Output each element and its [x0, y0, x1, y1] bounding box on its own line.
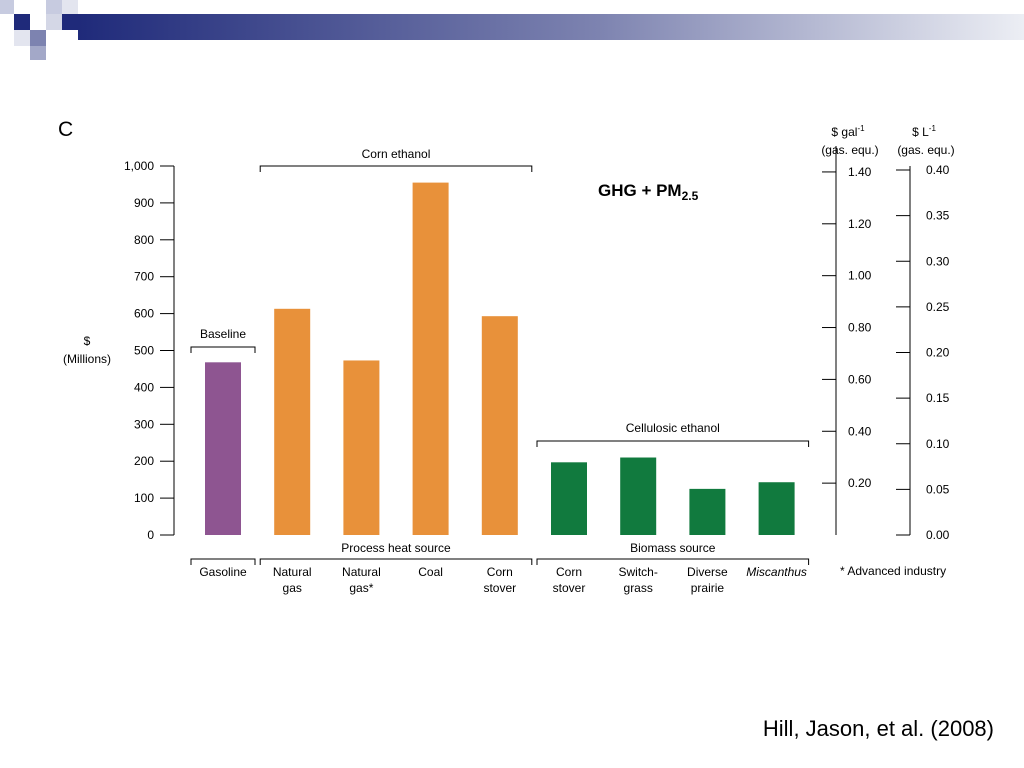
y-axis-unit: (Millions)	[63, 352, 111, 366]
y-tick-label: 300	[134, 417, 154, 431]
group-bracket-top	[536, 440, 810, 447]
right-axis-gal-tick-label: 1.00	[848, 269, 872, 283]
right-axis-gal-tick-label: 0.80	[848, 321, 872, 335]
y-tick-label: 100	[134, 491, 154, 505]
right-axis-l-tick-label: 0.05	[926, 482, 950, 496]
group-label-top: Cellulosic ethanol	[626, 421, 720, 435]
citation: Hill, Jason, et al. (2008)	[762, 716, 994, 741]
right-axis-l-tick-label: 0.00	[926, 528, 950, 542]
right-axis-l-unit: (gas. equ.)	[897, 143, 954, 157]
header-square	[62, 0, 78, 16]
y-tick-label: 200	[134, 454, 154, 468]
header-square	[62, 14, 78, 30]
x-tick-label: grass	[624, 581, 653, 595]
header-square	[30, 46, 46, 60]
x-tick-label: Natural	[273, 565, 312, 579]
y-tick-label: 1,000	[124, 159, 154, 173]
header-square	[0, 0, 14, 14]
right-axis-l-tick-label: 0.10	[926, 437, 950, 451]
group-label-top: Baseline	[200, 327, 246, 341]
y-tick-label: 500	[134, 344, 154, 358]
group-bracket-bottom	[536, 558, 810, 565]
header-square	[30, 30, 46, 46]
bar	[412, 182, 449, 536]
bar	[758, 482, 795, 535]
right-axis-gal-tick-label: 0.40	[848, 424, 872, 438]
header-square	[14, 30, 30, 46]
x-tick-label: Gasoline	[199, 565, 247, 579]
group-bracket-bottom	[190, 558, 256, 565]
right-axis-l-tick-label: 0.25	[926, 300, 950, 314]
x-tick-label: stover	[483, 581, 516, 595]
header-square	[46, 14, 62, 30]
right-axis-l-tick-label: 0.20	[926, 346, 950, 360]
y-tick-label: 900	[134, 196, 154, 210]
group-bracket-top	[259, 165, 533, 172]
right-axis-gal-tick-label: 1.40	[848, 165, 872, 179]
header-square	[14, 14, 30, 30]
bar	[274, 308, 311, 535]
header-square	[46, 0, 62, 16]
group-label-bottom: Biomass source	[630, 541, 716, 555]
group-bracket-top	[190, 346, 256, 353]
bar	[343, 360, 380, 535]
bar	[620, 457, 657, 535]
slide-header-decoration	[0, 0, 1024, 60]
right-axis-gal-unit: (gas. equ.)	[821, 143, 878, 157]
right-axis-l-label: $ L-1	[912, 124, 936, 139]
group-bracket-bottom	[259, 558, 533, 565]
x-tick-label: Coal	[418, 565, 443, 579]
right-axis-l-tick-label: 0.30	[926, 254, 950, 268]
bar	[689, 488, 726, 535]
y-axis-label: $	[84, 334, 91, 348]
panel-label: C	[58, 118, 73, 141]
right-axis-gal-tick-label: 0.60	[848, 372, 872, 386]
group-label-top: Corn ethanol	[362, 147, 431, 161]
bar	[551, 462, 587, 535]
x-tick-label: Switch-	[619, 565, 658, 579]
x-tick-label: Corn	[487, 565, 513, 579]
y-tick-label: 700	[134, 270, 154, 284]
y-tick-label: 400	[134, 380, 154, 394]
footnote: * Advanced industry	[840, 564, 946, 578]
bar	[205, 362, 241, 535]
y-tick-label: 600	[134, 307, 154, 321]
right-axis-gal-tick-label: 1.20	[848, 217, 872, 231]
x-tick-label: gas	[283, 581, 302, 595]
y-tick-label: 800	[134, 233, 154, 247]
right-axis-l-tick-label: 0.35	[926, 209, 950, 223]
x-tick-label: Miscanthus	[746, 565, 807, 579]
x-tick-label: Natural	[342, 565, 381, 579]
chart-title: GHG + PM2.5	[598, 181, 699, 203]
header-gradient-bar	[78, 14, 1024, 40]
x-tick-label: Diverse	[687, 565, 728, 579]
x-tick-label: gas*	[349, 581, 373, 595]
bar	[481, 316, 518, 535]
right-axis-gal-label: $ gal-1	[831, 124, 865, 139]
x-tick-label: Corn	[556, 565, 582, 579]
right-axis-gal-tick-label: 0.20	[848, 476, 872, 490]
right-axis-l-tick-label: 0.15	[926, 391, 950, 405]
right-axis-l-tick-label: 0.40	[926, 163, 950, 177]
y-tick-label: 0	[147, 528, 154, 542]
x-tick-label: stover	[553, 581, 586, 595]
group-label-bottom: Process heat source	[341, 541, 451, 555]
x-tick-label: prairie	[691, 581, 725, 595]
